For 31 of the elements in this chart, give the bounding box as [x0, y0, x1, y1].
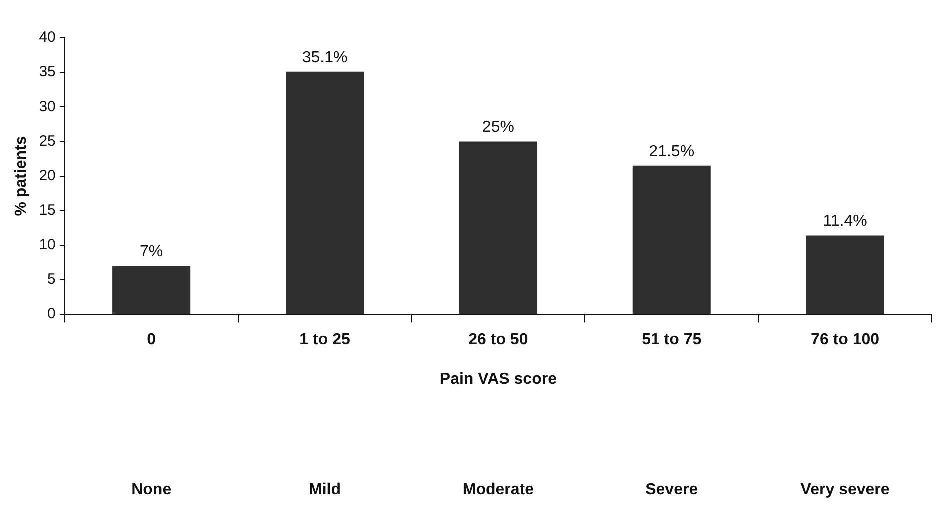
y-tick-label: 30 — [39, 98, 56, 116]
text: Mild — [309, 481, 342, 498]
y-tick-label: 20 — [39, 167, 56, 184]
data-label: 21.5% — [649, 143, 695, 160]
text: None — [132, 481, 172, 498]
y-tick-label: 25 — [39, 132, 56, 150]
x-tick-label: 26 to 50 — [468, 332, 528, 349]
y-tick-label: 10 — [39, 236, 56, 254]
y-tick-label: 35 — [39, 64, 56, 81]
text: Very severe — [800, 481, 890, 498]
data-label: 35.1% — [302, 49, 348, 66]
y-tick-label: 5 — [48, 271, 56, 288]
bar — [112, 266, 191, 314]
x-axis-title: Pain VAS score — [440, 370, 558, 388]
bar — [459, 142, 538, 314]
y-axis-title: % patients — [13, 136, 30, 216]
data-label: 25% — [482, 119, 514, 136]
text: Moderate — [462, 481, 534, 498]
bar — [632, 166, 711, 314]
y-tick-label: 40 — [39, 29, 56, 46]
x-tick-label: 76 to 100 — [811, 332, 880, 349]
bar — [806, 236, 884, 314]
y-tick-label: 0 — [48, 306, 56, 323]
data-label: 7% — [140, 244, 164, 261]
text: Severe — [646, 481, 698, 498]
y-tick-label: 15 — [39, 202, 56, 220]
data-label: 11.4% — [823, 213, 868, 230]
x-tick-label: 1 to 25 — [300, 332, 350, 349]
bar — [286, 72, 364, 314]
x-tick-label: 0 — [147, 332, 156, 349]
x-tick-label: 51 to 75 — [642, 332, 702, 349]
